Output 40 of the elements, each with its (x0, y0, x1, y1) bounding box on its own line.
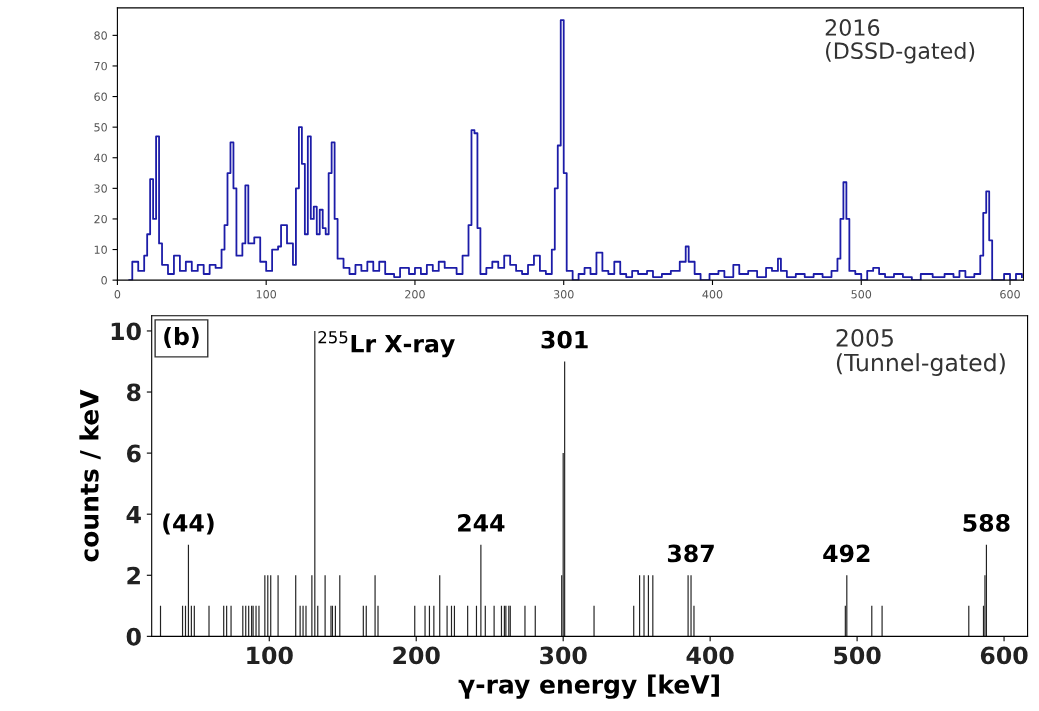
x-tick-label: 300 (553, 290, 574, 299)
y-tick-label: 6 (127, 444, 141, 463)
y-tick-label: 40 (94, 153, 107, 163)
y-tick-label: 50 (94, 123, 107, 132)
annotation: 2016 (DSSD-gated) (825, 19, 975, 64)
y-tick-label: 2 (127, 566, 140, 585)
y-tick-label: 10 (111, 322, 141, 341)
x-tick-label: 300 (540, 646, 587, 665)
x-tick-label: 400 (702, 290, 723, 299)
y-tick-label: 20 (94, 214, 107, 224)
annotation: 588 (963, 513, 1010, 532)
x-axis-title: γ-ray energy [keV] (458, 674, 719, 699)
x-tick-label: 100 (256, 290, 277, 299)
annotation: 244 (458, 513, 505, 532)
y-tick-label: 60 (94, 92, 107, 101)
annotation: (b) (164, 326, 199, 348)
annotation: 2005 (Tunnel-gated) (836, 328, 1005, 377)
x-tick-label: 500 (834, 646, 881, 665)
y-tick-label: 4 (126, 505, 141, 524)
y-tick-label: 0 (101, 276, 107, 285)
x-tick-label: 0 (114, 290, 121, 299)
y-tick-label: 10 (94, 245, 107, 254)
x-tick-label: 600 (1000, 290, 1020, 299)
y-tick-label: 8 (126, 383, 141, 402)
y-tick-label: 30 (94, 184, 107, 193)
y-tick-label: 70 (94, 61, 107, 71)
x-tick-label: 500 (851, 290, 872, 299)
x-tick-label: 600 (980, 646, 1028, 665)
x-tick-label: 200 (393, 646, 440, 665)
annotation: $^{255}$Lr X-ray (318, 330, 455, 358)
annotation: 387 (667, 544, 714, 563)
x-tick-label: 200 (405, 290, 425, 299)
y-axis-title: counts / keV (79, 389, 101, 562)
annotation: 301 (541, 330, 588, 349)
x-tick-label: 100 (247, 646, 293, 665)
annotation: 492 (823, 544, 870, 563)
y-tick-label: 0 (126, 627, 141, 646)
y-tick-label: 80 (94, 31, 107, 40)
x-tick-label: 400 (686, 646, 734, 665)
annotation: (44) (163, 513, 214, 535)
